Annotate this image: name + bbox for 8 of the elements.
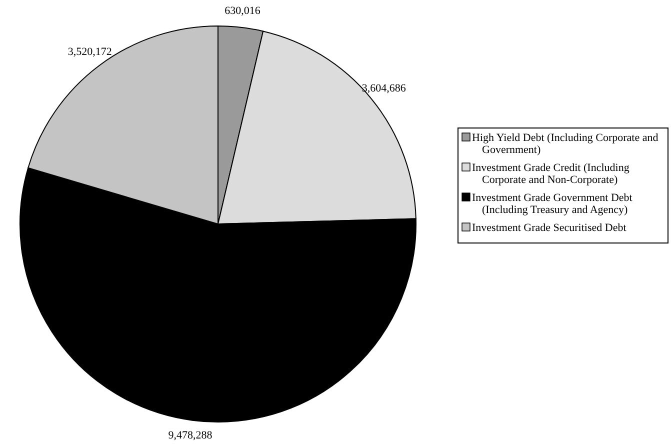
data-label: 9,478,288 — [168, 430, 213, 442]
data-label: 3,520,172 — [68, 46, 112, 58]
legend-label: High Yield Debt (Including Corporate and Government) — [472, 132, 659, 156]
data-label: 3,604,686 — [362, 82, 406, 94]
legend-label: Investment Grade Government Debt (Including Treasury and Agency) — [472, 192, 632, 216]
legend-label: Investment Grade Credit (Including Corporate and Non-Corporate) — [472, 162, 630, 186]
data-label: 630,016 — [224, 4, 261, 17]
legend-label: Investment Grade Securitised Debt — [472, 222, 626, 234]
